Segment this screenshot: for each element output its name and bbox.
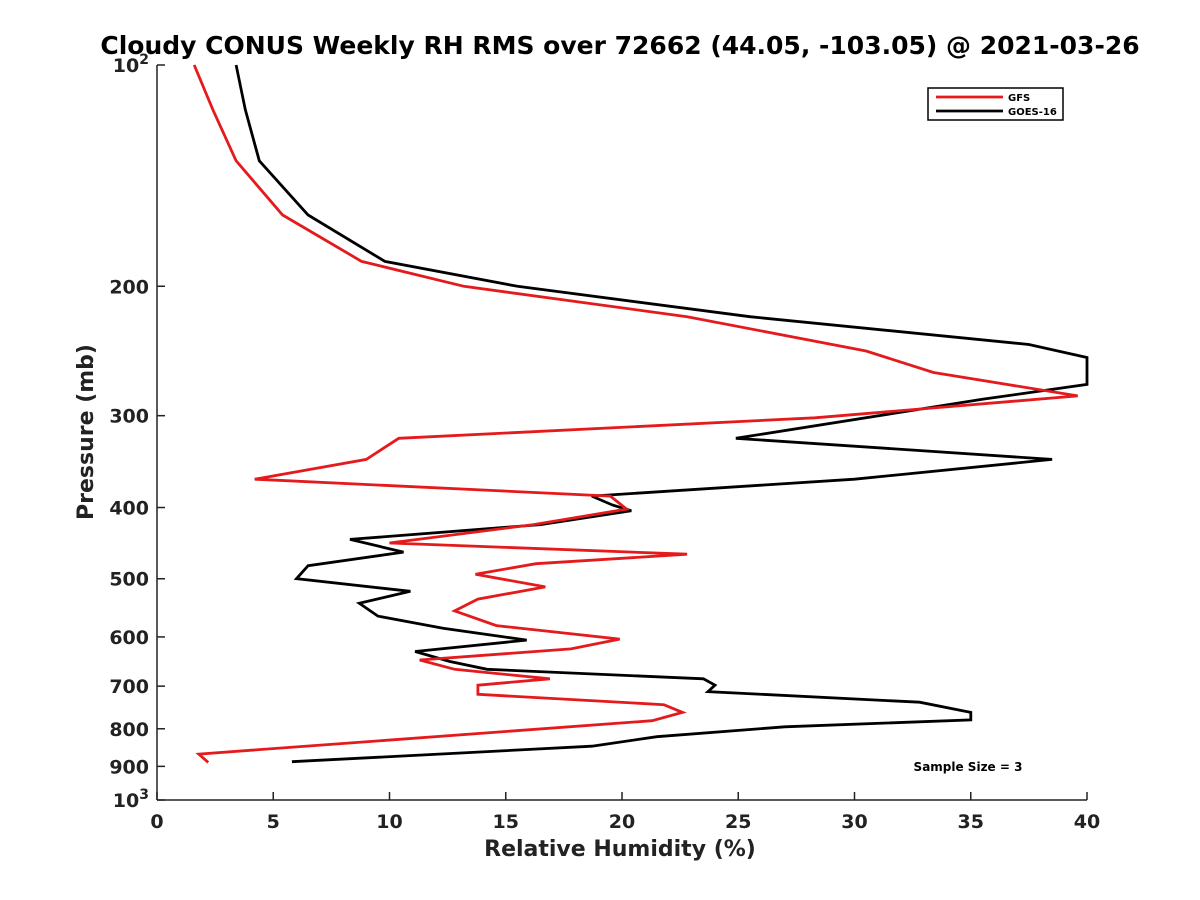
x-tick-label: 15 xyxy=(493,811,519,833)
legend-box xyxy=(927,87,1064,121)
y-tick-label: 500 xyxy=(109,569,149,591)
x-tick-label: 20 xyxy=(609,811,635,833)
y-tick-label: 200 xyxy=(109,276,149,298)
series-layer xyxy=(192,64,1089,764)
plot-axes xyxy=(156,65,1087,801)
x-tick-label: 25 xyxy=(725,811,751,833)
y-tick-label: 400 xyxy=(109,498,149,520)
x-tick-label: 0 xyxy=(150,811,163,833)
x-tick-label: 40 xyxy=(1074,811,1100,833)
legend-entry-label: GFS xyxy=(1008,93,1030,104)
x-tick-label: 5 xyxy=(267,811,280,833)
y-tick-label: 103 xyxy=(113,787,149,812)
chart-title: Cloudy CONUS Weekly RH RMS over 72662 (4… xyxy=(100,31,1139,60)
y-tick-label: 102 xyxy=(113,52,149,77)
x-tick-label: 30 xyxy=(841,811,867,833)
series-line-gfs xyxy=(192,64,1078,764)
y-axis-label: Pressure (mb) xyxy=(74,344,99,520)
legend: GFS GOES-16 xyxy=(927,87,1064,121)
y-tick-label: 300 xyxy=(109,406,149,428)
sample-size-annotation: Sample Size = 3 xyxy=(914,760,1023,774)
x-axis-label: Relative Humidity (%) xyxy=(484,837,756,862)
y-axis-ticks: 102 200 300 400 500 600 700 800 900 103 xyxy=(109,52,165,812)
series-line-goes-16 xyxy=(234,64,1089,764)
x-tick-label: 35 xyxy=(958,811,984,833)
y-tick-label: 600 xyxy=(109,627,149,649)
x-tick-label: 10 xyxy=(376,811,402,833)
legend-entry-label: GOES-16 xyxy=(1008,107,1057,118)
x-axis-ticks: 0 5 10 15 20 25 30 35 40 xyxy=(150,792,1100,833)
y-tick-label: 800 xyxy=(109,719,149,741)
y-tick-label: 700 xyxy=(109,676,149,698)
y-tick-label: 900 xyxy=(109,756,149,778)
